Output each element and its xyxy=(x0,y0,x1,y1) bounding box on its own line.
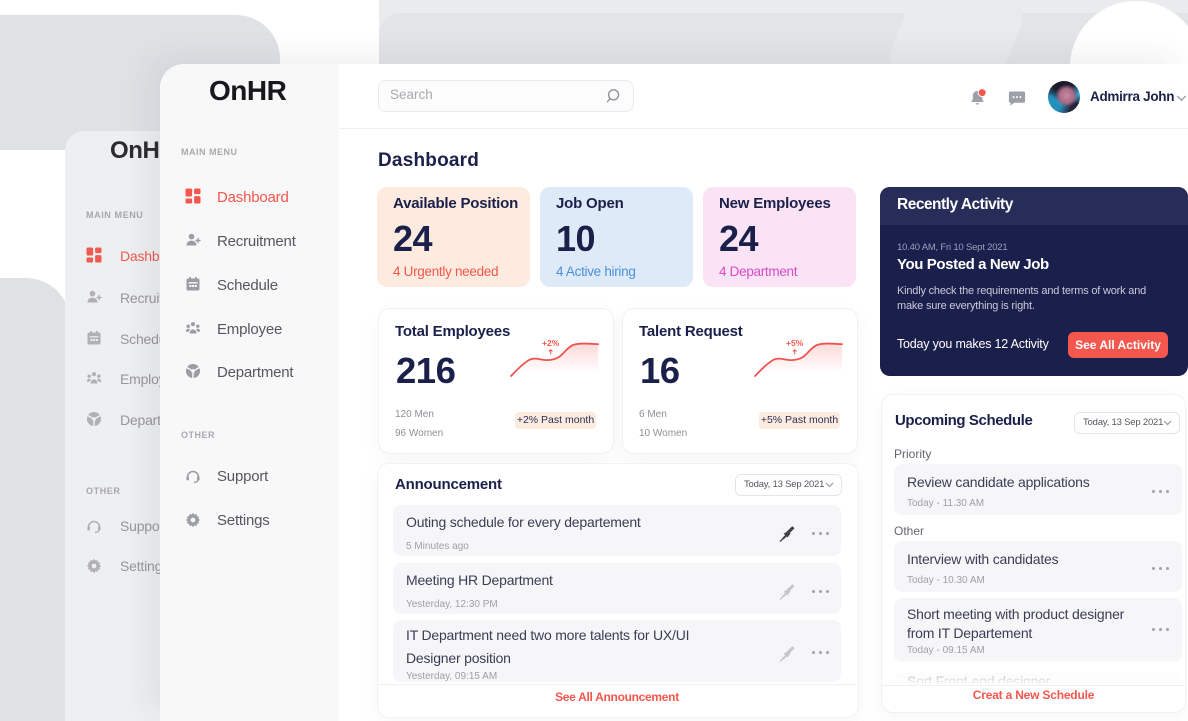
svg-text:+5%: +5% xyxy=(786,338,804,348)
svg-text:+2%: +2% xyxy=(542,338,560,348)
